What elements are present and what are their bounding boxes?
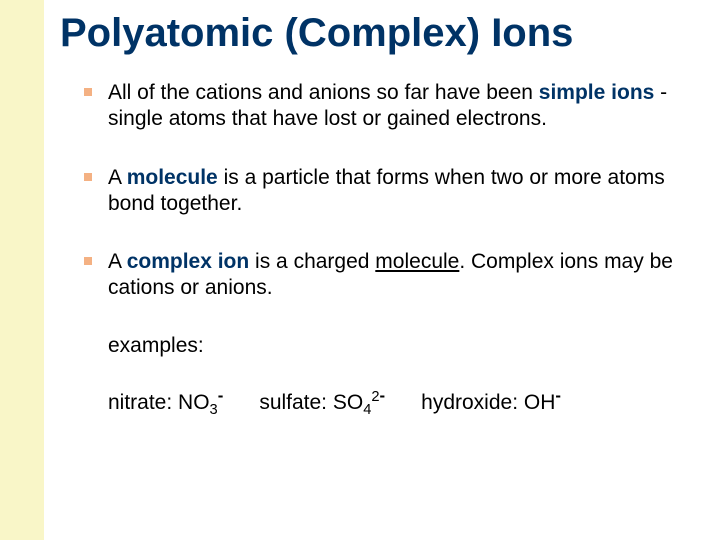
sulfate-label: sulfate: SO (259, 391, 363, 414)
hydroxide-charge: - (555, 386, 561, 405)
bullet-list: All of the cations and anions so far hav… (60, 80, 700, 302)
slide-content: Polyatomic (Complex) Ions All of the cat… (60, 12, 700, 418)
bullet-marker-icon (84, 88, 92, 96)
bullet-3-text-pre: A (108, 250, 127, 273)
example-sulfate: sulfate: SO42- (259, 386, 385, 418)
example-nitrate: nitrate: NO3- (108, 386, 223, 418)
bullet-marker-icon (84, 257, 92, 265)
examples-row: nitrate: NO3- sulfate: SO42- hydroxide: … (108, 386, 700, 418)
bullet-marker-icon (84, 173, 92, 181)
hydroxide-label: hydroxide: OH (421, 391, 555, 414)
bullet-item-3: A complex ion is a charged molecule. Com… (84, 249, 700, 302)
examples-label: examples: (108, 334, 700, 358)
bullet-1-keyword: simple ions (539, 81, 655, 104)
sulfate-charge: - (380, 386, 386, 405)
bullet-item-2: A molecule is a particle that forms when… (84, 165, 700, 218)
examples-block: examples: nitrate: NO3- sulfate: SO42- h… (60, 334, 700, 418)
left-accent-stripe (0, 0, 44, 540)
bullet-item-1: All of the cations and anions so far hav… (84, 80, 700, 133)
bullet-3-text-mid: is a charged (249, 250, 375, 273)
bullet-3-keyword: complex ion (127, 250, 250, 273)
sulfate-sup: 2 (371, 389, 379, 405)
bullet-2-text-pre: A (108, 166, 127, 189)
nitrate-label: nitrate: NO (108, 391, 210, 414)
slide-title: Polyatomic (Complex) Ions (60, 12, 700, 54)
bullet-2-keyword: molecule (127, 166, 218, 189)
bullet-3-underline: molecule (375, 250, 459, 273)
example-hydroxide: hydroxide: OH- (421, 386, 561, 415)
nitrate-sub: 3 (210, 402, 218, 418)
bullet-1-text-pre: All of the cations and anions so far hav… (108, 81, 539, 104)
nitrate-charge: - (218, 386, 224, 405)
